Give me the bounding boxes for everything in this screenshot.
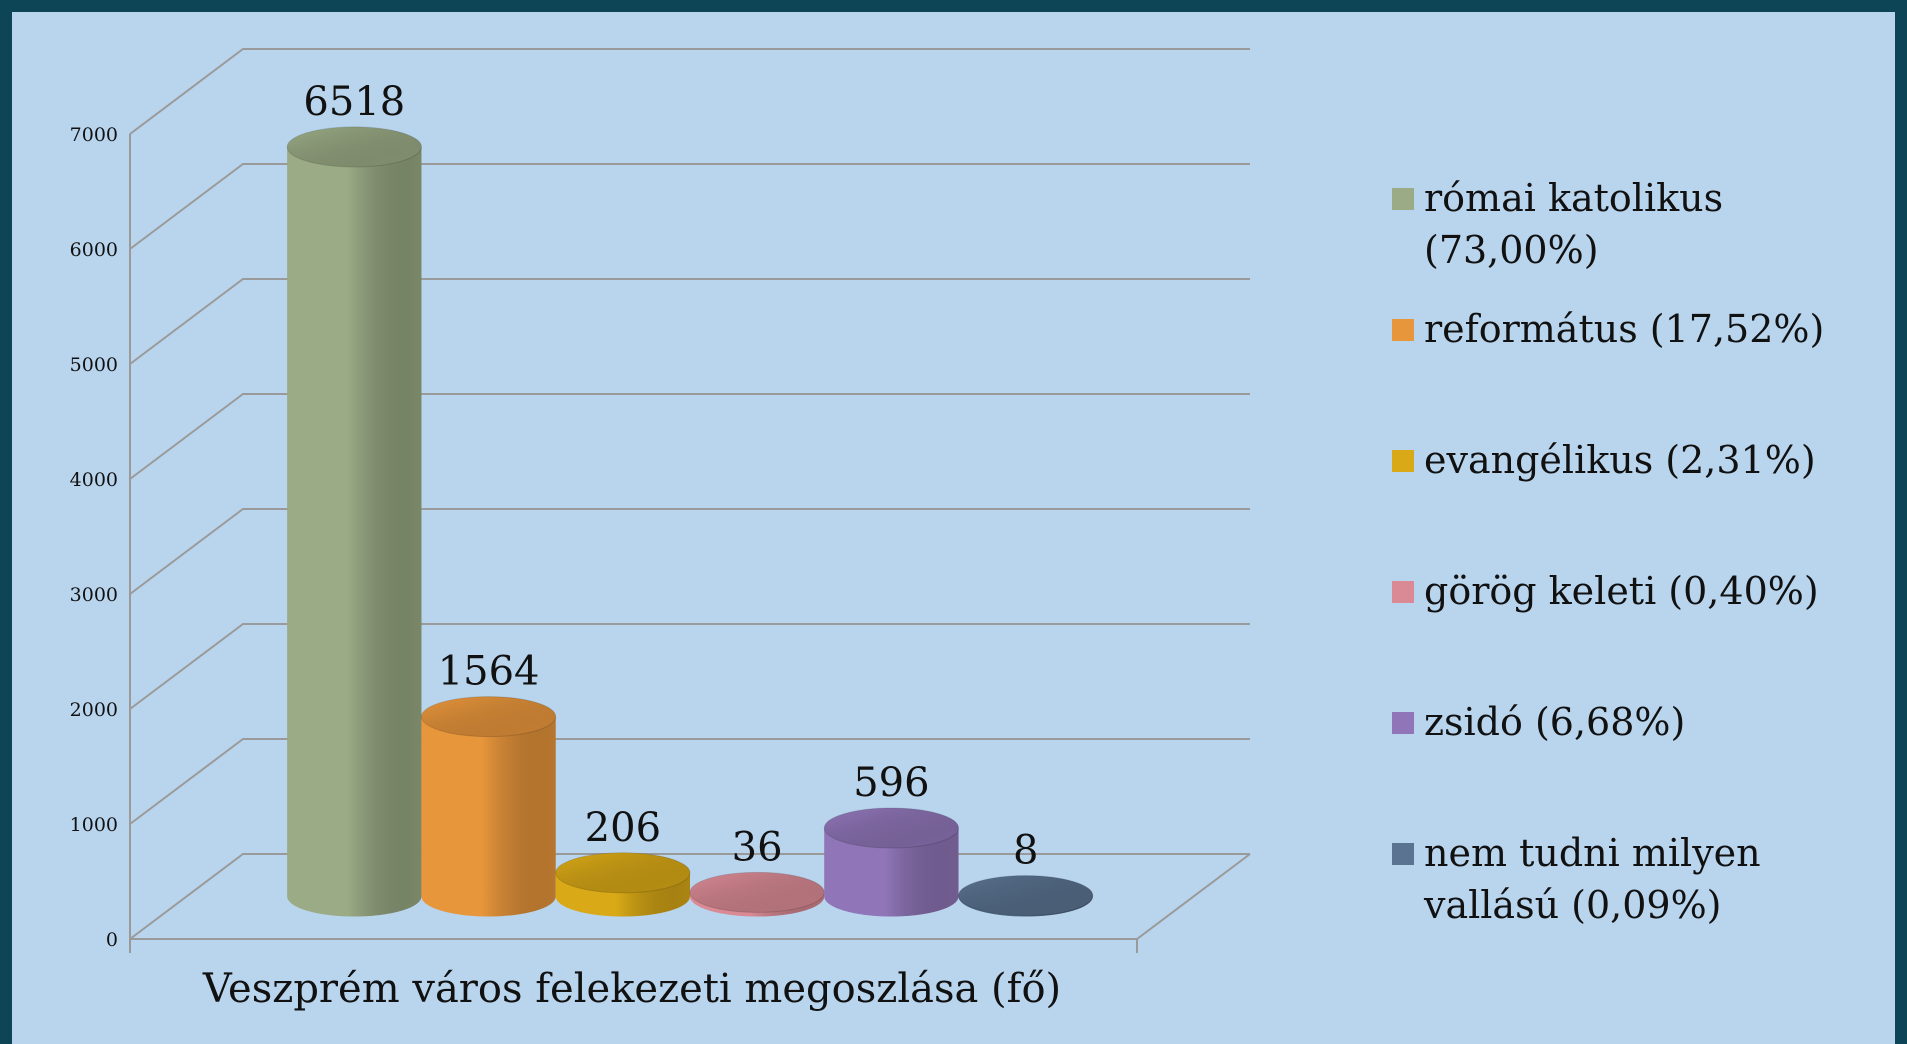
y-tick-label: 0 bbox=[106, 929, 118, 951]
legend-item: zsidó (6,68%) bbox=[1392, 696, 1872, 748]
legend-swatch bbox=[1392, 712, 1414, 734]
legend-item: református (17,52%) bbox=[1392, 303, 1872, 355]
legend-item: evangélikus (2,31%) bbox=[1392, 434, 1872, 486]
data-label: 6518 bbox=[303, 79, 405, 125]
bar-top-shade bbox=[421, 696, 556, 737]
x-axis-label: Veszprém város felekezeti megoszlása (fő… bbox=[202, 966, 1061, 1012]
y-tick-label: 5000 bbox=[70, 354, 118, 376]
grid-line bbox=[129, 48, 1250, 135]
bar-top-shade bbox=[555, 852, 690, 893]
bar-top-shade bbox=[287, 126, 422, 167]
legend-swatch bbox=[1392, 188, 1414, 210]
grid-line bbox=[129, 623, 1250, 710]
bar-shade bbox=[824, 827, 959, 917]
legend-label: evangélikus (2,31%) bbox=[1424, 438, 1816, 482]
bar-top-shade bbox=[958, 875, 1093, 916]
legend-swatch bbox=[1392, 843, 1414, 865]
legend-swatch bbox=[1392, 319, 1414, 341]
data-label: 36 bbox=[732, 824, 783, 870]
legend-swatch bbox=[1392, 450, 1414, 472]
y-tick-label: 6000 bbox=[70, 239, 118, 261]
grid-line bbox=[129, 393, 1250, 480]
bar-shade bbox=[421, 716, 556, 917]
bar-top-shade bbox=[824, 807, 959, 848]
legend-item: görög keleti (0,40%) bbox=[1392, 565, 1872, 617]
y-tick-label: 2000 bbox=[70, 699, 118, 721]
y-tick-label: 3000 bbox=[70, 584, 118, 606]
legend-label: görög keleti (0,40%) bbox=[1424, 569, 1819, 613]
legend-swatch bbox=[1392, 581, 1414, 603]
grid-line bbox=[129, 278, 1250, 365]
data-label: 596 bbox=[853, 760, 929, 806]
bar-top-shade bbox=[690, 872, 825, 913]
legend-label: nem tudni milyen vallású (0,09%) bbox=[1424, 831, 1761, 927]
legend-item: nem tudni milyen vallású (0,09%) bbox=[1392, 827, 1872, 931]
y-tick-label: 4000 bbox=[70, 469, 118, 491]
y-tick-label: 7000 bbox=[70, 124, 118, 146]
legend-label: római katolikus (73,00%) bbox=[1424, 176, 1724, 272]
data-label: 8 bbox=[1013, 828, 1038, 874]
grid-line bbox=[129, 738, 1250, 825]
legend-label: zsidó (6,68%) bbox=[1424, 700, 1686, 744]
chart: Veszprém város felekezeti megoszlása (fő… bbox=[70, 48, 1251, 1012]
bar-shade bbox=[287, 146, 422, 917]
y-tick-label: 1000 bbox=[70, 814, 118, 836]
data-label: 206 bbox=[585, 805, 661, 851]
grid-line bbox=[129, 508, 1250, 595]
legend-item: római katolikus (73,00%) bbox=[1392, 172, 1872, 276]
chart-panel: Veszprém város felekezeti megoszlása (fő… bbox=[12, 12, 1895, 1044]
grid-line bbox=[129, 163, 1250, 250]
legend-label: református (17,52%) bbox=[1424, 307, 1825, 351]
data-label: 1564 bbox=[438, 649, 540, 695]
